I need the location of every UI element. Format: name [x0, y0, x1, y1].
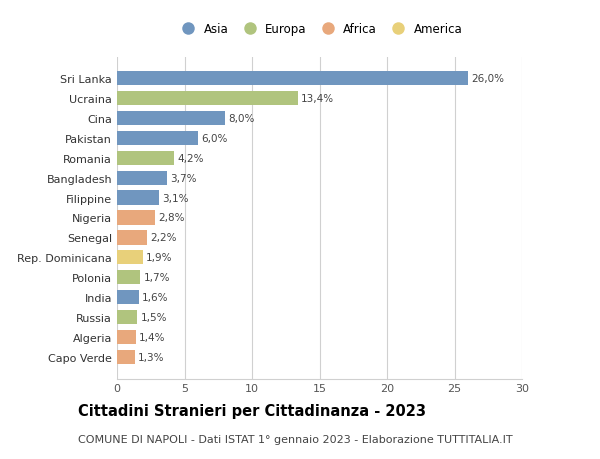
- Legend: Asia, Europa, Africa, America: Asia, Europa, Africa, America: [172, 18, 467, 41]
- Text: 26,0%: 26,0%: [472, 74, 505, 84]
- Text: 13,4%: 13,4%: [301, 94, 334, 104]
- Bar: [117, 350, 134, 364]
- Bar: [117, 151, 174, 166]
- Bar: [117, 191, 159, 205]
- Bar: [117, 290, 139, 304]
- Text: 1,9%: 1,9%: [146, 253, 173, 263]
- Bar: [117, 310, 137, 325]
- Text: 4,2%: 4,2%: [177, 153, 203, 163]
- Bar: [117, 112, 225, 126]
- Text: 8,0%: 8,0%: [229, 114, 255, 124]
- Bar: [117, 211, 155, 225]
- Text: 2,2%: 2,2%: [150, 233, 176, 243]
- Text: 6,0%: 6,0%: [202, 134, 228, 144]
- Bar: [117, 132, 198, 146]
- Bar: [117, 92, 298, 106]
- Bar: [117, 251, 143, 265]
- Bar: [117, 270, 140, 285]
- Bar: [117, 72, 468, 86]
- Text: 1,6%: 1,6%: [142, 292, 169, 302]
- Text: 3,7%: 3,7%: [170, 174, 197, 183]
- Text: COMUNE DI NAPOLI - Dati ISTAT 1° gennaio 2023 - Elaborazione TUTTITALIA.IT: COMUNE DI NAPOLI - Dati ISTAT 1° gennaio…: [78, 434, 512, 443]
- Text: 2,8%: 2,8%: [158, 213, 185, 223]
- Text: 1,7%: 1,7%: [143, 273, 170, 283]
- Text: 1,3%: 1,3%: [138, 352, 164, 362]
- Bar: [117, 330, 136, 344]
- Text: Cittadini Stranieri per Cittadinanza - 2023: Cittadini Stranieri per Cittadinanza - 2…: [78, 403, 426, 419]
- Bar: [117, 171, 167, 185]
- Text: 1,4%: 1,4%: [139, 332, 166, 342]
- Text: 1,5%: 1,5%: [140, 312, 167, 322]
- Bar: [117, 231, 147, 245]
- Text: 3,1%: 3,1%: [162, 193, 189, 203]
